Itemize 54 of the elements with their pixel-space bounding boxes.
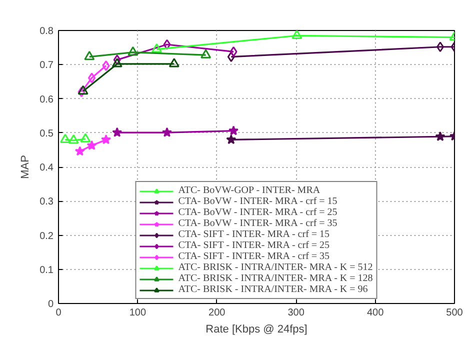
point: [78, 86, 86, 98]
y-tick-label: 0.2: [40, 230, 54, 242]
point: [292, 30, 302, 39]
point: [128, 46, 138, 56]
legend-label: CTA- BoVW - INTER- MRA - crf = 25: [178, 207, 338, 218]
x-tick-label: 100: [129, 308, 146, 318]
legend-label: ATC- BRISK - INTRA/INTER- MRA - K = 128: [178, 273, 373, 284]
point: [78, 85, 88, 95]
y-tick-label: 0.5: [40, 128, 54, 140]
y-tick-label: 0.3: [40, 196, 54, 208]
point: [112, 58, 122, 68]
y-tick-label: 0.8: [40, 26, 54, 37]
x-tick-label: 500: [446, 308, 464, 318]
point: [227, 52, 235, 62]
point: [60, 134, 70, 144]
point: [68, 134, 79, 144]
point: [100, 134, 112, 144]
point: [80, 133, 91, 142]
legend-label: ATC- BoVW-GOP - INTER- MRA: [178, 185, 320, 196]
point: [435, 131, 446, 142]
x-tick-label: 300: [288, 308, 305, 318]
point: [102, 60, 110, 71]
legend-label: CTA- SIFT - INTER- MRA - crf = 25: [178, 240, 330, 251]
point: [230, 46, 238, 57]
point: [151, 43, 162, 53]
point: [112, 127, 122, 137]
x-tick-label: 200: [208, 308, 226, 318]
point: [74, 146, 85, 156]
x-tick-label: 0: [56, 308, 62, 318]
legend-label: CTA- BoVW - INTER- MRA - crf = 35: [178, 218, 338, 229]
y-tick-label: 0: [48, 299, 54, 310]
y-tick-label: 0.6: [40, 94, 54, 106]
y-tick-label: 0.1: [40, 264, 54, 276]
point: [113, 54, 121, 66]
legend-label: CTA- BoVW - INTER- MRA - crf = 15: [178, 196, 338, 207]
y-axis-title: MAP: [20, 155, 32, 179]
legend-label: CTA- SIFT - INTER- MRA - crf = 35: [178, 251, 330, 262]
point: [163, 39, 171, 50]
legend-label: ATC- BRISK - INTRA/INTER- MRA - K = 512: [178, 262, 373, 273]
point: [200, 49, 212, 58]
legend-label: CTA- SIFT - INTER- MRA - crf = 15: [178, 229, 330, 240]
y-tick-label: 0.4: [40, 162, 54, 174]
y-tick-label: 0.7: [40, 60, 54, 72]
point: [162, 127, 172, 137]
point: [436, 42, 444, 52]
point: [84, 50, 95, 60]
point: [228, 126, 239, 136]
point: [86, 140, 97, 150]
x-tick-label: 400: [366, 308, 384, 318]
point: [226, 134, 236, 144]
x-axis-title: Rate [Kbps @ 24fps]: [206, 324, 308, 336]
legend-label: ATC- BRISK - INTRA/INTER- MRA - K = 96: [178, 284, 368, 295]
point: [168, 58, 180, 68]
point: [88, 72, 96, 84]
